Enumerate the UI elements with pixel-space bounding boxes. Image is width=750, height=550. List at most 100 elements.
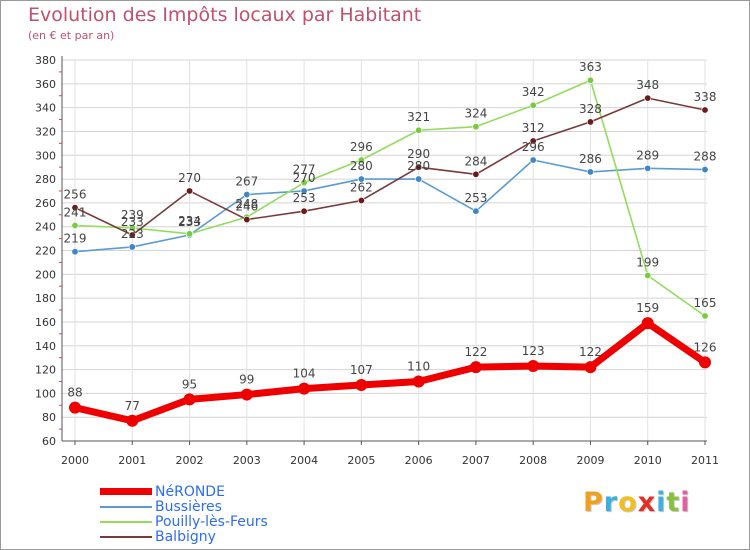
data-point bbox=[586, 168, 594, 176]
y-tick-label: 320 bbox=[35, 125, 56, 138]
series-line bbox=[74, 79, 706, 317]
data-point bbox=[128, 243, 136, 251]
x-tick-label: 2005 bbox=[347, 454, 375, 467]
y-tick-label: 160 bbox=[35, 316, 56, 329]
data-label: 324 bbox=[464, 107, 487, 121]
data-label: 338 bbox=[694, 90, 717, 104]
x-tick-label: 2011 bbox=[691, 454, 719, 467]
data-label: 165 bbox=[694, 296, 717, 310]
y-tick-label: 80 bbox=[42, 411, 56, 424]
data-label: 99 bbox=[239, 373, 254, 387]
data-point bbox=[243, 191, 251, 199]
y-tick-label: 120 bbox=[35, 364, 56, 377]
legend-label: NéRONDE bbox=[155, 484, 225, 500]
data-label: 107 bbox=[350, 363, 373, 377]
data-label: 256 bbox=[64, 188, 87, 202]
y-tick-label: 300 bbox=[35, 149, 56, 162]
data-label: 290 bbox=[407, 147, 430, 161]
series-line bbox=[74, 319, 707, 425]
y-tick-label: 180 bbox=[35, 292, 56, 305]
data-label: 233 bbox=[121, 215, 144, 229]
data-label: 239 bbox=[121, 208, 144, 222]
data-point bbox=[472, 123, 480, 131]
data-point bbox=[71, 248, 79, 256]
data-label: 342 bbox=[522, 85, 545, 99]
data-point bbox=[183, 393, 196, 406]
data-point bbox=[586, 76, 594, 84]
data-point bbox=[701, 106, 709, 114]
legend-label: Bussières bbox=[155, 499, 222, 515]
data-point bbox=[415, 175, 423, 183]
legend-label: Balbigny bbox=[155, 529, 216, 545]
x-tick-label: 2001 bbox=[118, 454, 146, 467]
y-tick-label: 240 bbox=[35, 221, 56, 234]
data-label: 104 bbox=[293, 367, 316, 381]
data-point bbox=[527, 359, 540, 372]
y-tick-label: 280 bbox=[35, 173, 56, 186]
y-tick-label: 260 bbox=[35, 197, 56, 210]
data-label: 219 bbox=[64, 232, 87, 246]
data-point bbox=[701, 312, 709, 320]
data-label: 280 bbox=[407, 159, 430, 173]
grid-lines bbox=[62, 59, 707, 442]
data-point bbox=[357, 156, 365, 164]
x-tick-label: 2008 bbox=[519, 454, 547, 467]
data-point bbox=[300, 207, 308, 215]
proxiti-logo: Proxiti bbox=[583, 487, 691, 518]
data-label: 123 bbox=[522, 344, 545, 358]
data-label: 321 bbox=[407, 110, 430, 124]
data-label: 288 bbox=[694, 150, 717, 164]
data-point bbox=[186, 230, 194, 238]
data-label: 122 bbox=[464, 345, 487, 359]
data-label: 253 bbox=[464, 191, 487, 205]
data-point bbox=[412, 375, 425, 388]
data-point bbox=[186, 187, 194, 195]
data-label: 284 bbox=[464, 154, 487, 168]
y-tick-label: 340 bbox=[35, 102, 56, 115]
data-label: 270 bbox=[178, 171, 201, 185]
data-point bbox=[300, 179, 308, 187]
data-point bbox=[472, 207, 480, 215]
data-point bbox=[469, 361, 482, 374]
data-label: 277 bbox=[293, 163, 316, 177]
data-label: 77 bbox=[125, 399, 140, 413]
data-label: 328 bbox=[579, 102, 602, 116]
data-label: 126 bbox=[694, 340, 717, 354]
y-tick-label: 360 bbox=[35, 78, 56, 91]
data-label: 234 bbox=[178, 214, 201, 228]
data-label: 363 bbox=[579, 60, 602, 74]
data-point bbox=[701, 166, 709, 174]
data-label: 110 bbox=[407, 359, 430, 373]
x-tick-label: 2000 bbox=[61, 454, 89, 467]
data-point bbox=[641, 317, 654, 330]
x-tick-label: 2009 bbox=[576, 454, 604, 467]
data-point bbox=[71, 221, 79, 229]
x-tick-label: 2006 bbox=[405, 454, 433, 467]
y-tick-label: 100 bbox=[35, 387, 56, 400]
data-point bbox=[240, 388, 253, 401]
data-point bbox=[586, 118, 594, 126]
data-label: 253 bbox=[293, 191, 316, 205]
data-point bbox=[472, 170, 480, 178]
data-point bbox=[357, 196, 365, 204]
data-point bbox=[243, 216, 251, 224]
data-label: 246 bbox=[235, 200, 258, 214]
data-point bbox=[298, 382, 311, 395]
data-label: 223 bbox=[121, 227, 144, 241]
data-label: 296 bbox=[522, 140, 545, 154]
series bbox=[69, 76, 711, 427]
x-tick-label: 2002 bbox=[176, 454, 204, 467]
legend-swatch bbox=[100, 488, 152, 495]
data-label: 267 bbox=[235, 175, 258, 189]
legend-swatch bbox=[100, 536, 152, 538]
chart-subtitle: (en € et par an) bbox=[28, 29, 115, 42]
data-point bbox=[71, 204, 79, 212]
y-tick-label: 140 bbox=[35, 340, 56, 353]
chart-title: Evolution des Impôts locaux par Habitant bbox=[28, 4, 422, 26]
data-point bbox=[415, 126, 423, 134]
data-label: 122 bbox=[579, 345, 602, 359]
data-point bbox=[584, 361, 597, 374]
data-label: 270 bbox=[293, 171, 316, 185]
